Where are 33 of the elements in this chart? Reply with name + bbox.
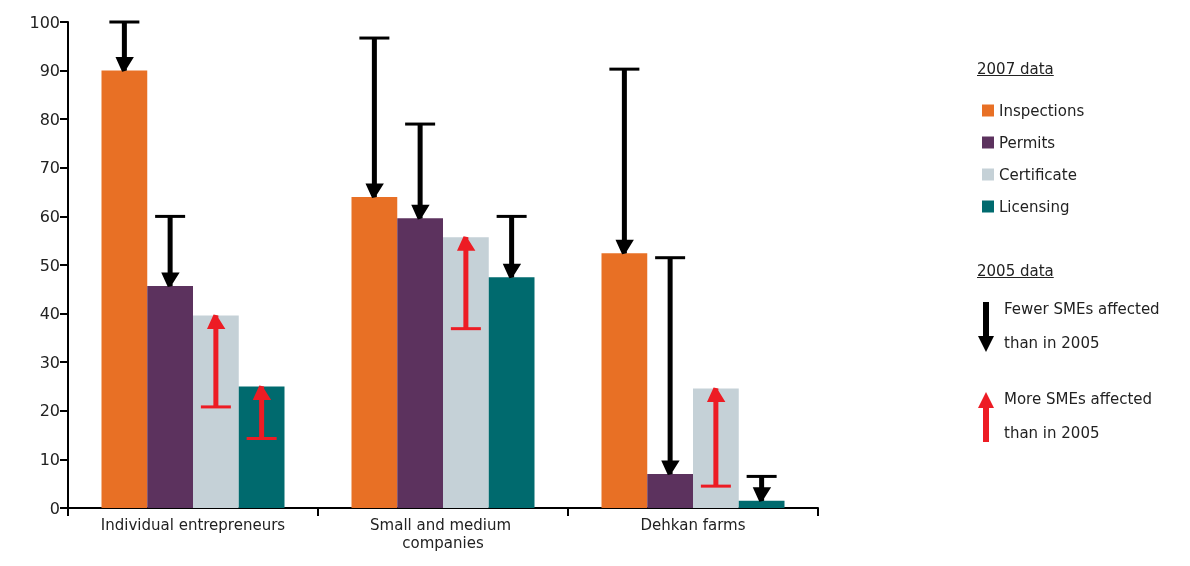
y-tick-label: 50 — [39, 255, 60, 275]
bar — [147, 285, 193, 508]
x-tick-label: Small and medium companies — [370, 516, 516, 552]
text: 2005 data — [977, 262, 1054, 280]
legend-label: Licensing — [999, 197, 1070, 216]
y-tick-label: 60 — [39, 206, 60, 226]
y-tick-label: 90 — [39, 61, 60, 81]
text: More SMEs affected than in 2005 — [1004, 389, 1154, 444]
text: Fewer SMEs affected than in 2005 — [1004, 299, 1161, 354]
bar — [238, 386, 285, 508]
bar — [443, 237, 489, 508]
y-tick-label: 10 — [39, 449, 60, 469]
legend-label: Inspections — [999, 101, 1085, 120]
x-tick-label: Dehkan farms — [640, 516, 746, 534]
legend-label: Certificate — [999, 165, 1077, 184]
bar — [647, 473, 693, 508]
y-tick-label: 80 — [39, 109, 60, 129]
legend-title: 2007 data — [977, 60, 1054, 78]
x-tick-label: Individual entrepreneurs — [100, 516, 286, 534]
y-tick-label: 40 — [39, 304, 60, 324]
y-tick-label: 70 — [39, 158, 60, 178]
y-tick-label: 100 — [29, 12, 60, 32]
y-tick-label: 20 — [39, 401, 60, 421]
bar — [397, 218, 443, 508]
bar — [738, 500, 785, 508]
bar — [488, 277, 535, 508]
legend-label: Permits — [999, 133, 1056, 152]
bar — [193, 315, 239, 508]
y-tick-label: 30 — [39, 352, 60, 372]
bar — [101, 70, 148, 508]
bar — [351, 196, 398, 508]
y-tick-label: 0 — [49, 498, 60, 518]
bar — [601, 253, 648, 508]
